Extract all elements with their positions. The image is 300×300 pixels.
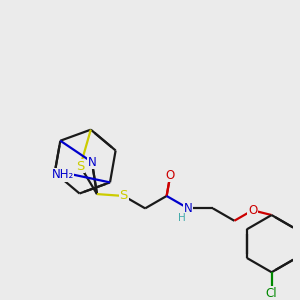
Text: O: O [166, 169, 175, 182]
Text: N: N [88, 155, 96, 169]
Text: H: H [178, 213, 186, 223]
Text: O: O [248, 204, 257, 217]
Text: S: S [119, 190, 128, 202]
Text: NH₂: NH₂ [52, 168, 74, 181]
Text: Cl: Cl [266, 287, 278, 300]
Text: S: S [76, 160, 85, 173]
Text: N: N [184, 202, 193, 215]
